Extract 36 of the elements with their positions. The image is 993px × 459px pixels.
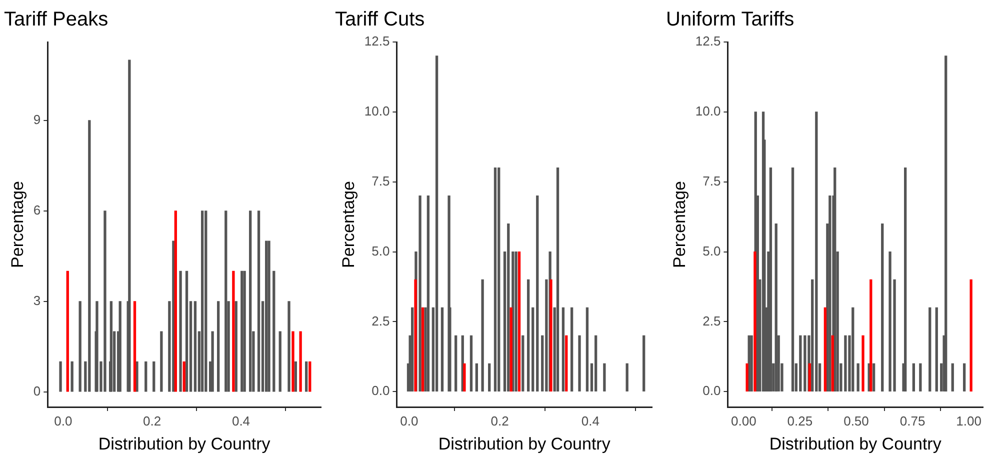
chart-title: Tariff Peaks — [4, 8, 108, 31]
y-tick-label: 7.5 — [702, 173, 721, 188]
chart-title: Tariff Cuts — [335, 8, 425, 31]
y-tick-label: 10.0 — [695, 104, 721, 118]
y-tick-label: 0 — [33, 383, 41, 398]
x-tick-label: 0.2 — [490, 413, 509, 428]
x-axis-title: Distribution by Country — [438, 434, 611, 454]
x-tick-label: 0.4 — [232, 413, 250, 428]
y-tick-label: 2.5 — [372, 313, 390, 328]
y-tick-label: 5.0 — [372, 243, 390, 258]
y-tick-label: 12.5 — [364, 34, 390, 49]
y-tick-label: 7.5 — [372, 173, 390, 188]
y-tick-label: 9 — [33, 112, 41, 128]
y-tick-label: 6 — [33, 202, 41, 218]
x-tick-label: 0.0 — [400, 413, 418, 428]
x-tick-label: 0.00 — [731, 413, 756, 428]
x-tick-label: 0.25 — [787, 413, 813, 428]
y-tick-label: 2.5 — [702, 313, 721, 328]
y-axis-title: Percentage — [338, 181, 358, 268]
y-tick-label: 10.0 — [364, 104, 390, 118]
x-tick-label: 0.75 — [900, 413, 926, 428]
y-tick-label: 12.5 — [695, 34, 721, 49]
x-tick-label: 0.50 — [844, 413, 869, 428]
x-tick-label: 0.2 — [143, 413, 162, 428]
y-tick-label: 5.0 — [702, 243, 721, 258]
x-tick-label: 0.4 — [581, 413, 600, 428]
chart-title: Uniform Tariffs — [666, 8, 794, 31]
y-tick-label: 0.0 — [372, 383, 390, 398]
y-axis-title: Percentage — [8, 181, 27, 268]
x-axis-title: Distribution by Country — [98, 434, 271, 454]
x-tick-label: 0.0 — [54, 413, 72, 428]
y-axis-title: Percentage — [670, 181, 689, 268]
y-tick-label: 0.0 — [702, 383, 721, 398]
y-tick-label: 3 — [33, 293, 41, 308]
x-tick-label: 1.00 — [956, 413, 982, 428]
x-axis-title: Distribution by Country — [769, 434, 942, 454]
